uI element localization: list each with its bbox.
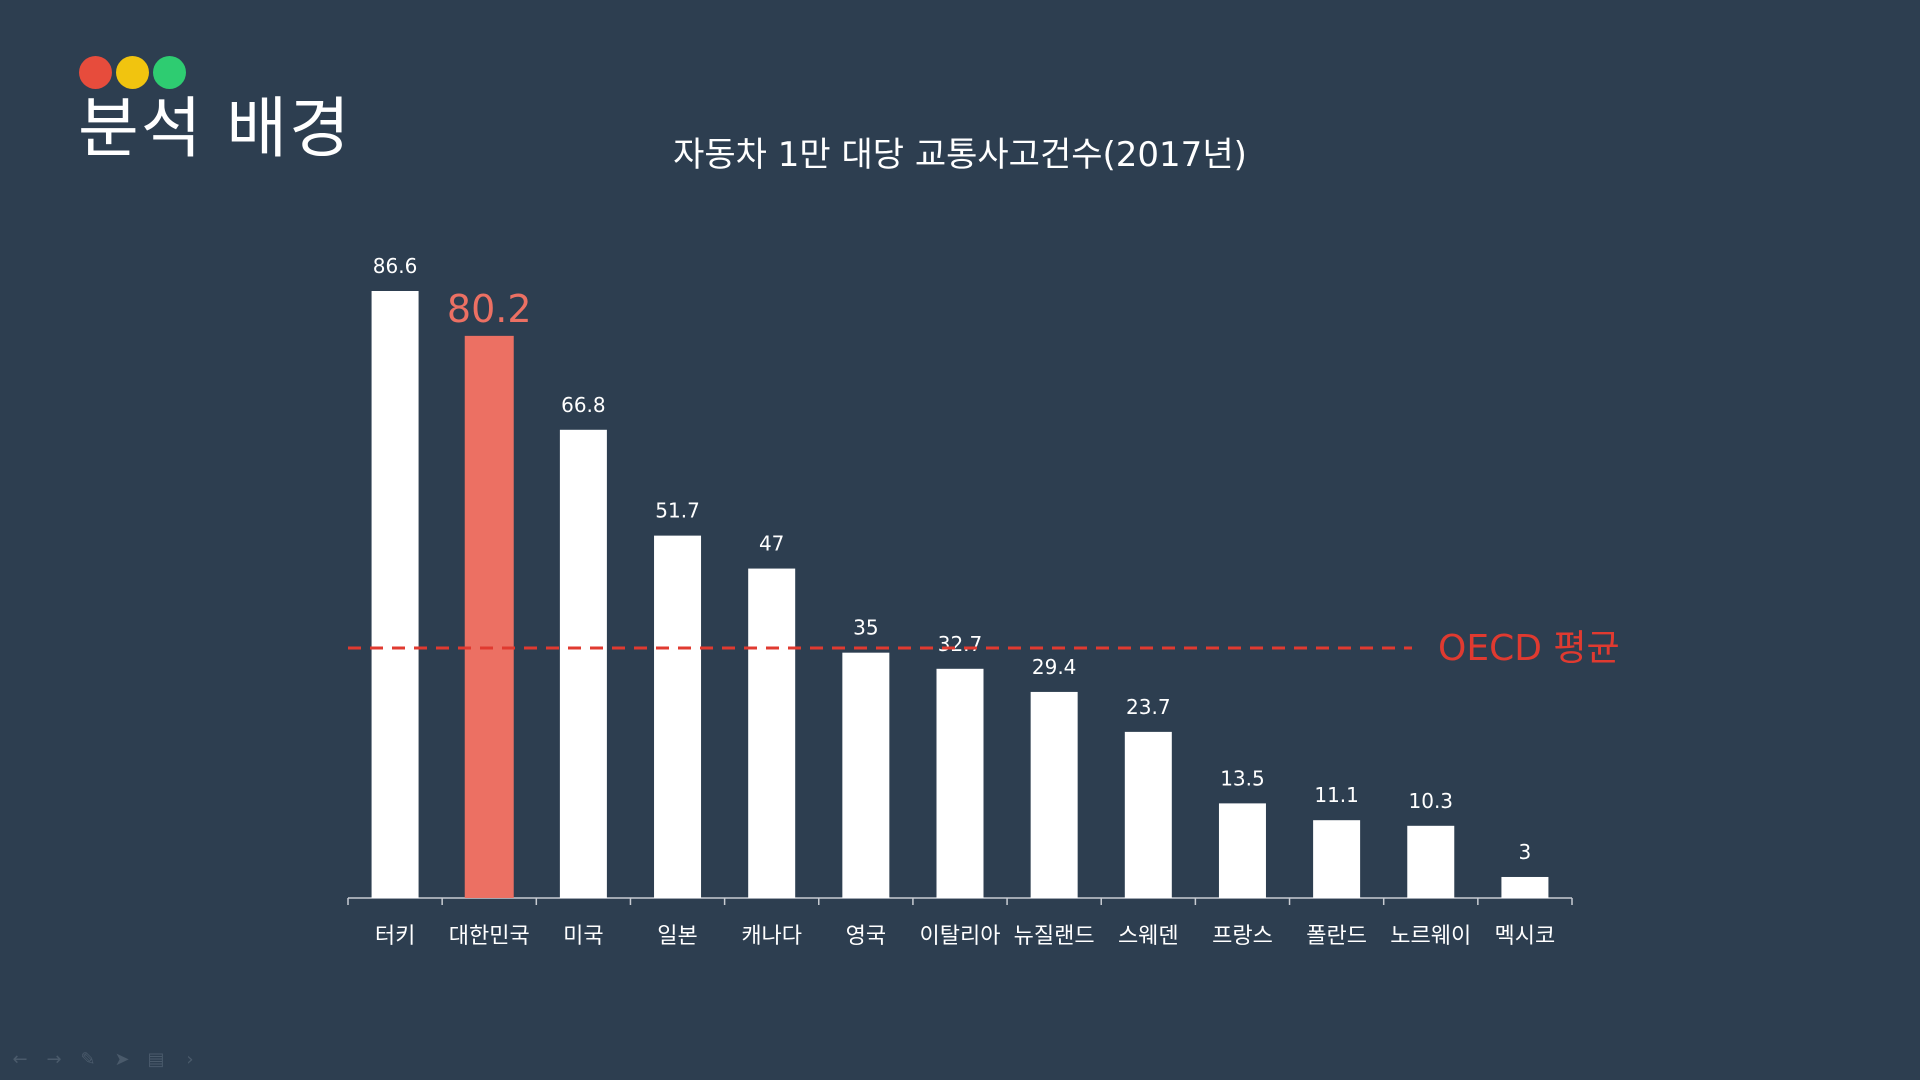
bar-7 (1030, 691, 1078, 898)
bar-0 (371, 291, 419, 898)
value-label: 66.8 (561, 393, 606, 417)
value-label: 10.3 (1409, 789, 1454, 813)
window-dots (79, 56, 186, 89)
arrow-left-icon[interactable]: ← (12, 1049, 28, 1070)
bar-10 (1313, 820, 1361, 898)
category-label: 스웨덴 (1118, 924, 1179, 949)
value-label: 11.1 (1314, 783, 1359, 807)
bar-1 (464, 335, 514, 898)
bar-11 (1407, 825, 1455, 898)
category-label: 멕시코 (1495, 924, 1556, 949)
pen-icon[interactable]: ✎ (80, 1049, 96, 1070)
bar-8 (1124, 731, 1172, 898)
menu-icon[interactable]: ▤ (147, 1049, 165, 1070)
value-label: 86.6 (373, 254, 418, 278)
value-label: 29.4 (1032, 655, 1077, 679)
yellow-dot (116, 56, 149, 89)
bar-3 (654, 535, 702, 898)
category-label: 터키 (375, 924, 415, 949)
value-label: 80.2 (447, 287, 532, 331)
category-label: 프랑스 (1212, 924, 1273, 949)
category-label: 캐나다 (741, 924, 802, 949)
slide-nav: ← → ✎ ➤ ▤ › (10, 1049, 200, 1070)
value-label: 23.7 (1126, 695, 1171, 719)
category-label: 대한민국 (449, 924, 530, 949)
green-dot (153, 56, 186, 89)
bar-6 (936, 668, 984, 898)
value-label: 3 (1519, 840, 1532, 864)
category-label: 폴란드 (1306, 924, 1367, 949)
category-label: 영국 (846, 924, 886, 949)
arrow-right-icon[interactable]: → (46, 1049, 62, 1070)
value-label: 47 (759, 532, 784, 556)
value-label: 35 (853, 616, 878, 640)
bar-12 (1501, 876, 1549, 898)
bar-2 (559, 429, 607, 898)
red-dot (79, 56, 112, 89)
bar-5 (842, 652, 890, 898)
chart-title-text: 자동차 1만 대당 교통사고건수(2017년) (673, 135, 1247, 175)
page-title: 분석 배경 (78, 90, 352, 167)
value-label: 32.7 (938, 632, 983, 656)
pointer-icon[interactable]: ➤ (114, 1049, 130, 1070)
category-label: 일본 (657, 924, 697, 949)
category-label: 미국 (563, 924, 603, 949)
chart-title: 자동차 1만 대당 교통사고건수(2017년) (0, 138, 1920, 172)
category-label: 이탈리아 (920, 924, 1001, 949)
oecd-average-label: OECD 평균 (1438, 628, 1620, 669)
bar-9 (1218, 803, 1266, 898)
chevron-right-icon[interactable]: › (186, 1049, 194, 1070)
bar-4 (748, 568, 796, 898)
category-label: 노르웨이 (1390, 924, 1471, 949)
category-label: 뉴질랜드 (1014, 924, 1095, 949)
value-label: 13.5 (1220, 766, 1265, 790)
value-label: 51.7 (655, 499, 700, 523)
